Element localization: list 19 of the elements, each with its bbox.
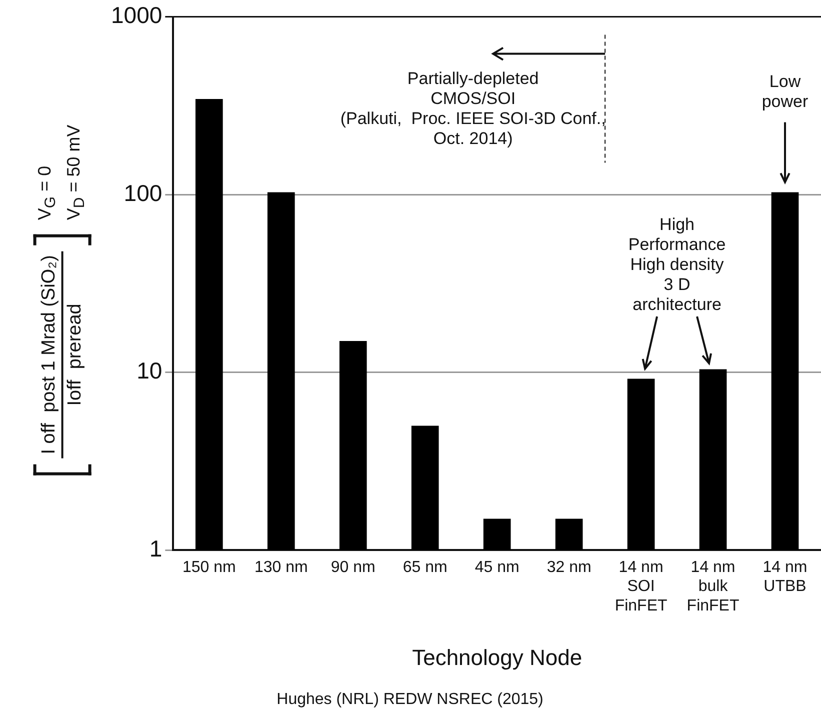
y-axis-title: I off post 1 Mrad (SiO₂) Ioff preread (38, 254, 86, 456)
annotation: High Performance High density 3 D architecture (628, 214, 726, 315)
x-axis-title: Technology Node (412, 644, 582, 670)
x-tick-label: 14 nm SOI FinFET (614, 559, 668, 614)
x-tick-label: 45 nm (474, 559, 520, 576)
y-tick-label: 100 (124, 180, 162, 206)
x-tick-label: 150 nm (182, 559, 236, 576)
x-tick-label: 32 nm (546, 559, 592, 576)
annotation: Low power (762, 72, 808, 112)
text: Hughes (NRL) REDW NSREC (2015) (276, 690, 544, 710)
x-tick-label: 65 nm (402, 559, 448, 576)
y-tick-label: 1000 (110, 2, 162, 28)
y-tick-label: 10 (136, 358, 162, 384)
x-tick-label: 14 nm bulk FinFET (686, 559, 740, 614)
annotation: Partially-depleted CMOS/SOI (Palkuti, Proc. IEEE SOI-3D Conf., Oct. 2014) (340, 68, 606, 149)
x-tick-label: 14 nm UTBB (762, 559, 808, 596)
x-tick-label: 90 nm (330, 559, 376, 576)
y-tick-label: 1 (149, 535, 162, 562)
x-tick-label: 130 nm (254, 559, 308, 576)
